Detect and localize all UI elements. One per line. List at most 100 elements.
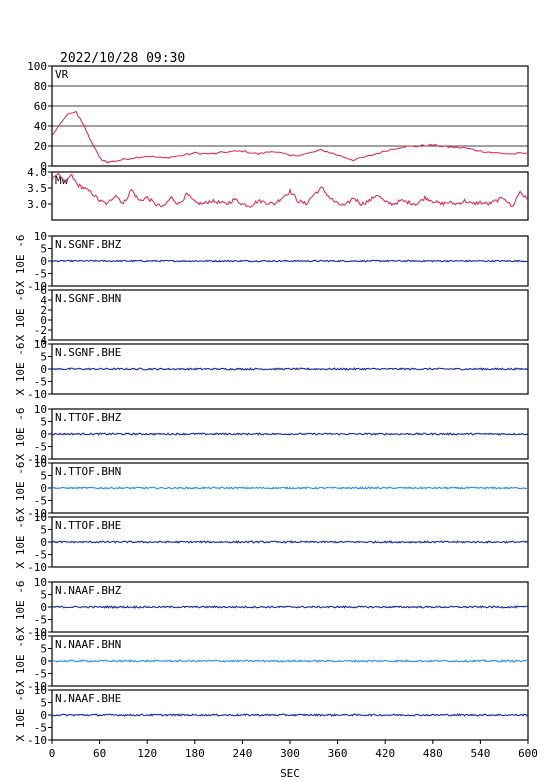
y-tick-label: 0 (40, 709, 47, 722)
seismic-trace (51, 259, 529, 263)
y-tick-label: 10 (34, 511, 47, 524)
y-tick-label: 0 (40, 160, 47, 173)
y-tick-label: -10 (27, 680, 47, 693)
y-tick-label: 5 (40, 697, 47, 710)
y-tick-label: 5 (40, 589, 47, 602)
y-tick-label: 6 (40, 284, 47, 297)
y-tick-label: -5 (34, 668, 47, 681)
y-tick-label: -10 (27, 453, 47, 466)
x-tick-label: 540 (470, 747, 490, 760)
seismic-trace (51, 486, 529, 490)
x-tick-label: 0 (49, 747, 56, 760)
y-tick-label: -5 (34, 376, 47, 389)
y-tick-label: 10 (34, 230, 47, 243)
y-tick-label: 0 (40, 363, 47, 376)
y-tick-label: 0 (40, 655, 47, 668)
y-tick-label: 5 (40, 351, 47, 364)
y-tick-label: -2 (34, 324, 47, 337)
x-tick-label: 180 (185, 747, 205, 760)
y-tick-label: -5 (34, 722, 47, 735)
panel-frame (51, 289, 529, 341)
y-axis-label: X 10E -6 (14, 516, 27, 569)
y-tick-label: 0 (40, 255, 47, 268)
y-tick-label: -5 (34, 268, 47, 281)
y-axis-label: X 10E -6 (14, 289, 27, 342)
y-tick-label: 5 (40, 643, 47, 656)
y-tick-label: 0 (40, 314, 47, 327)
seismic-trace (51, 605, 529, 609)
y-axis-label: X 10E -6 (14, 235, 27, 288)
y-tick-label: -5 (34, 495, 47, 508)
y-tick-label: -5 (34, 441, 47, 454)
x-tick-label: 240 (232, 747, 252, 760)
panel-label: N.SGNF.BHZ (55, 238, 122, 251)
seismic-trace (51, 367, 529, 371)
y-tick-label: -10 (27, 388, 47, 401)
y-tick-label: 10 (34, 457, 47, 470)
y-tick-label: 0 (40, 428, 47, 441)
timestamp-title: 2022/10/28 09:30 (60, 51, 185, 66)
y-tick-label: -5 (34, 614, 47, 627)
y-tick-label: 10 (34, 403, 47, 416)
seismic-trace (51, 432, 529, 436)
y-tick-label: 20 (34, 140, 47, 153)
y-tick-label: 0 (40, 482, 47, 495)
panel-label: N.TTOF.BHE (55, 519, 121, 532)
panel-mw: 4.0 3.5 3.0 Mw (27, 166, 529, 221)
x-axis-label: SEC (280, 767, 300, 780)
y-tick-label: 0 (40, 601, 47, 614)
seismic-trace (51, 713, 529, 717)
seismic-trace (51, 540, 529, 544)
y-tick-label: 5 (40, 243, 47, 256)
y-tick-label: -10 (27, 626, 47, 639)
panel-frame (51, 65, 529, 167)
series-line (51, 172, 529, 208)
y-tick-label: -10 (27, 507, 47, 520)
series-line (51, 110, 529, 164)
panel-label: Mw (55, 174, 69, 187)
x-tick-label: 600 (518, 747, 538, 760)
panel-label: N.NAAF.BHN (55, 638, 121, 651)
y-tick-label: -10 (27, 280, 47, 293)
x-tick-label: 300 (280, 747, 300, 760)
y-tick-label: 2 (40, 304, 47, 317)
y-tick-label: 80 (34, 80, 47, 93)
panel-label: N.SGNF.BHE (55, 346, 121, 359)
panel-label: N.NAAF.BHE (55, 692, 121, 705)
y-tick-label: 40 (34, 120, 47, 133)
y-tick-label: -10 (27, 561, 47, 574)
y-axis-label: X 10E -6 (14, 462, 27, 515)
y-tick-label: -10 (27, 734, 47, 747)
y-tick-label: 4 (40, 294, 47, 307)
x-axis: 0 60 120 180 240 300 360 420 480 540 600 (49, 740, 538, 760)
y-tick-label: 10 (34, 630, 47, 643)
panel-label: N.TTOF.BHZ (55, 411, 122, 424)
x-tick-label: 360 (328, 747, 348, 760)
y-tick-label: 3.5 (27, 182, 47, 195)
y-tick-label: 0 (40, 536, 47, 549)
y-tick-label: 60 (34, 100, 47, 113)
y-tick-label: 3.0 (27, 198, 47, 211)
y-tick-label: -4 (34, 334, 48, 347)
y-tick-label: 5 (40, 470, 47, 483)
y-tick-label: 10 (34, 576, 47, 589)
y-axis-label: X 10E -6 (14, 635, 27, 688)
y-axis-label: X 10E -6 (14, 408, 27, 461)
y-axis-label: X 10E -6 (14, 689, 27, 742)
panel-frame (51, 171, 529, 221)
x-tick-label: 420 (375, 747, 395, 760)
panel-label: N.NAAF.BHZ (55, 584, 122, 597)
y-tick-label: 10 (34, 338, 47, 351)
x-tick-label: 120 (137, 747, 157, 760)
panel-label: N.TTOF.BHN (55, 465, 121, 478)
